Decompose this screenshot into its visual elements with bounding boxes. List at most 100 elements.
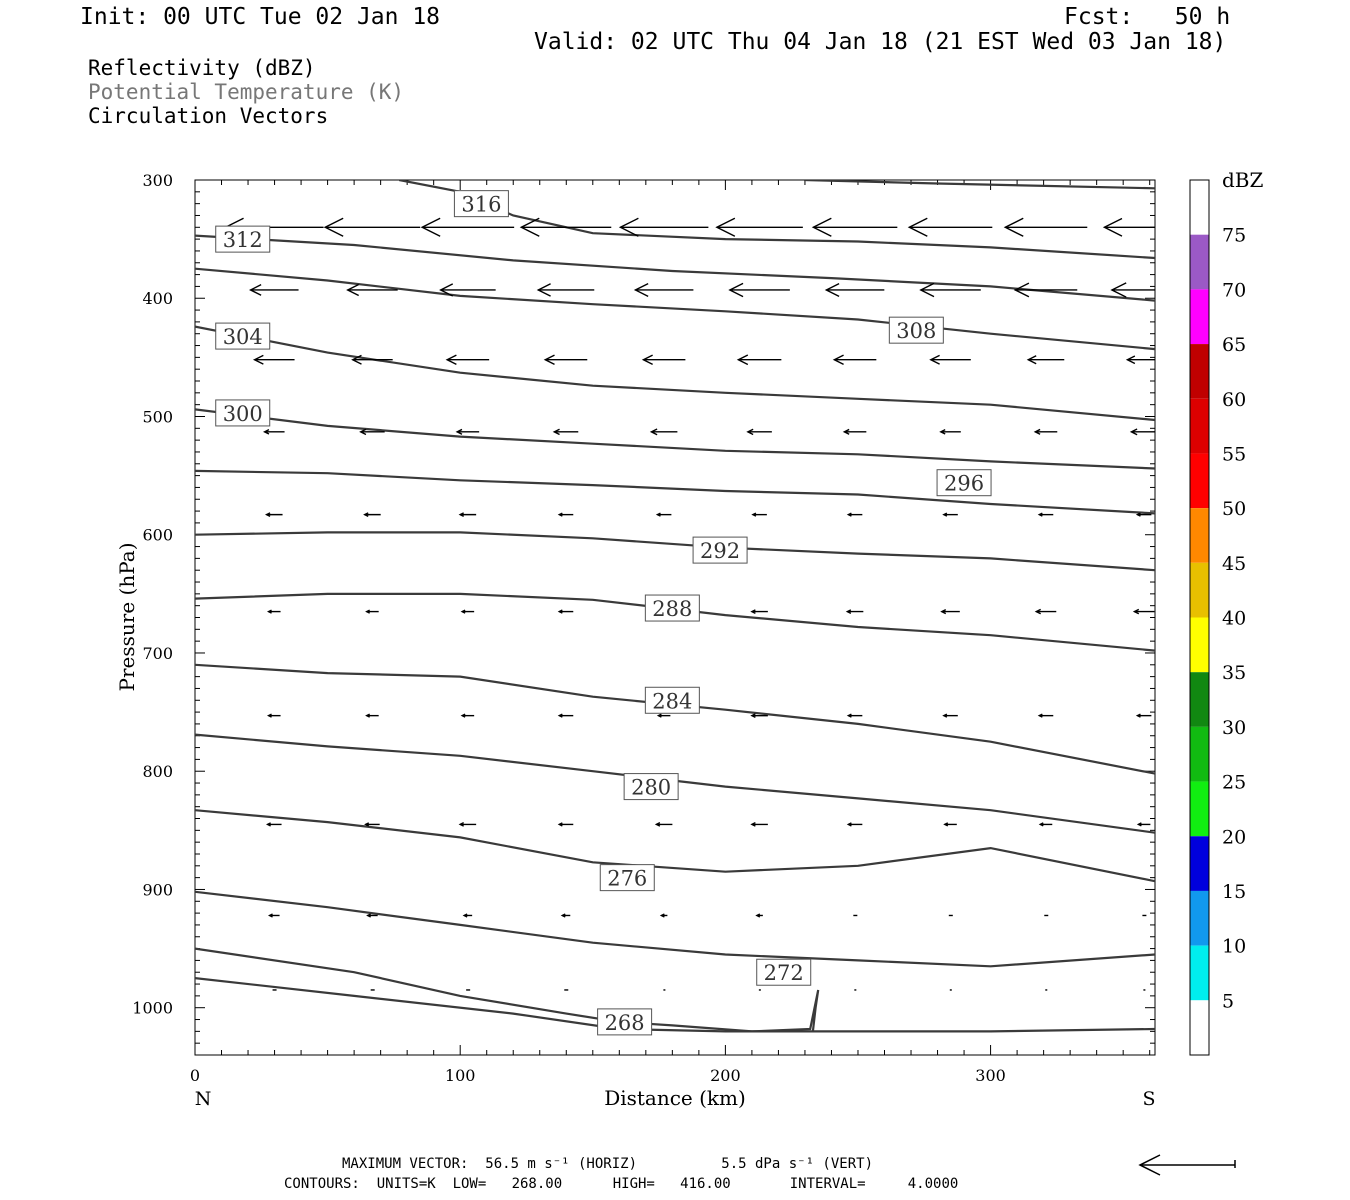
colorbar-label: 5 [1222,990,1234,1012]
vector-arrow [267,913,280,918]
vector-arrow [641,354,686,365]
circulation-vectors [223,217,1155,991]
colorbar-swatch [1190,836,1209,891]
contour-unlabeled [804,180,1155,190]
vector-arrow [832,354,877,365]
x-tick-label: 200 [710,1066,741,1085]
colorbar-label: 10 [1222,936,1246,958]
vector-arrow [715,217,803,237]
vector-arrow [929,354,971,365]
colorbar: 75 70 65 60 55 50 45 40 35 30 25 20 15 10 5 [1189,179,1246,1056]
vector-arrow [1135,512,1152,517]
contour-label-box [215,225,271,253]
vector-arrow [455,428,480,435]
y-tick-label: 800 [142,762,173,781]
vector-arrow [750,822,768,827]
reference-vector [1138,1154,1236,1176]
vector-arrow [659,913,668,918]
contour-label-box [692,536,748,564]
vector-arrow [919,282,981,298]
vector-arrow [750,713,768,719]
colorbar-label: 25 [1222,772,1246,794]
vector-arrow [252,354,295,365]
contour-label: 312 [223,228,263,252]
vector-arrow [1026,355,1065,365]
vector-arrow [746,428,772,436]
vector-arrow [365,609,379,614]
vector-arrow [264,512,283,518]
contour-unlabeled [398,180,1155,260]
contour-label-box [936,469,992,497]
vector-arrow [755,913,763,918]
contour-label-box [756,958,812,986]
vector-arrow [618,217,709,237]
vector-arrow [846,822,863,827]
x-tick-label: 0 [190,1066,200,1085]
contour-lines [195,180,1155,1033]
x-tick-label: 300 [975,1066,1006,1085]
vector-arrow [1136,822,1151,827]
colorbar-label: 40 [1222,608,1246,630]
contour-label: 280 [631,776,671,800]
colorbar-label: 50 [1222,498,1246,520]
colorbar-label: 15 [1222,881,1246,903]
field-potential-temperature: Potential Temperature (K) [88,80,405,104]
colorbar-swatch [1190,398,1209,454]
colorbar-label: 35 [1222,662,1246,684]
vector-arrow [633,282,694,297]
init-time: Init: 00 UTC Tue 02 Jan 18 [80,4,441,30]
y-tick-label: 300 [142,171,173,190]
contour-label-box [623,773,679,801]
vector-arrow [728,282,790,298]
contour-label-box [597,1008,653,1036]
vector-arrow [543,354,588,365]
forecast-hour: Fcst: 50 h [1064,4,1231,30]
colorbar-swatch [1190,234,1209,290]
vector-arrow [560,913,571,918]
vector-arrow [265,822,282,827]
vector-arrow [846,713,863,718]
vector-arrow [460,713,475,718]
vector-arrow [359,428,385,436]
vector-arrow [656,713,671,718]
vector-arrow [351,354,393,365]
vector-arrow [346,283,398,297]
y-tick-label: 1000 [132,999,173,1018]
contour-272 [195,947,820,1033]
vector-arrow [366,913,378,918]
vector-arrow [266,609,281,614]
vector-arrow [445,354,490,365]
vector-arrow [557,713,574,718]
colorbar-label: 55 [1222,443,1246,465]
vector-arrow [536,283,595,297]
colorbar-swatch [1190,726,1209,782]
vector-arrow [824,282,885,297]
contour-label-box [215,399,271,427]
colorbar-label: 65 [1222,334,1246,356]
contour-308 [195,325,1155,422]
contour-label: 304 [223,325,263,349]
contour-296 [195,531,1155,572]
vector-arrow [942,512,958,517]
colorbar-swatch [1190,180,1209,235]
colorbar-label: 75 [1222,225,1246,247]
contour-label: 308 [896,319,936,343]
field-circulation-vectors: Circulation Vectors [88,104,329,128]
colorbar-swatch [1190,890,1209,946]
vector-arrow [846,512,863,517]
contour-label-box [215,322,271,350]
vector-arrow [654,822,673,827]
colorbar-swatch [1190,289,1209,345]
field-reflectivity: Reflectivity (dBZ) [88,56,316,80]
vector-arrow [751,512,767,517]
vector-arrow [266,713,281,718]
colorbar-swatch [1190,562,1209,618]
vector-arrow [842,428,867,435]
vector-arrow [552,428,579,436]
vector-arrow [1003,217,1088,237]
vector-arrow [1102,217,1155,237]
colorbar-swatch [1190,617,1209,673]
contour-316 [195,234,1155,302]
vector-arrow [845,609,864,614]
